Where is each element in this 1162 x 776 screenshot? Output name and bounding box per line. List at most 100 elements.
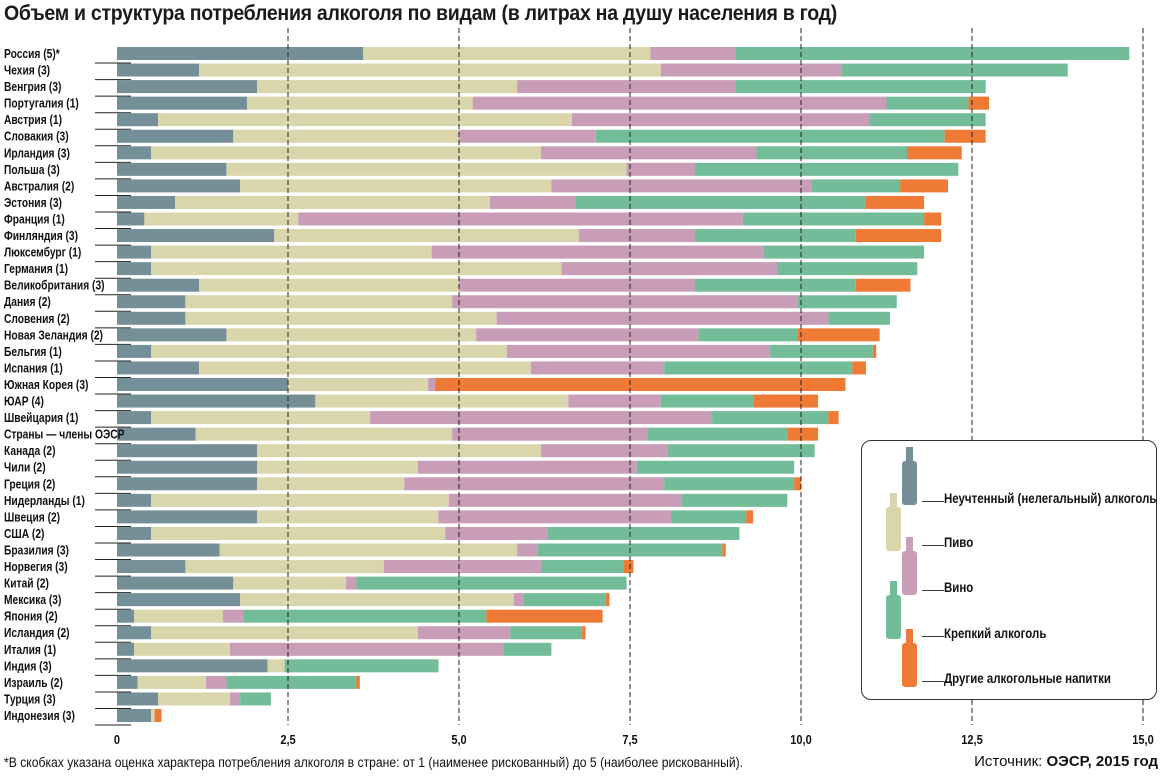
x-tick-label: 7,5 xyxy=(622,732,638,747)
bottle-icon-spirits xyxy=(886,581,901,639)
bar-segment xyxy=(185,560,384,574)
bar-segment xyxy=(199,361,531,375)
bar-segment xyxy=(151,344,507,358)
bar-segment xyxy=(199,63,661,77)
bar-segment xyxy=(117,129,234,143)
bar-segment xyxy=(496,311,829,325)
bar-segment xyxy=(219,543,518,557)
bar-segment xyxy=(900,179,949,193)
legend: Неучтенный (нелегальный) алкоголь Пиво В… xyxy=(861,440,1157,700)
bar-segment xyxy=(117,444,258,458)
bar-segment xyxy=(229,642,504,656)
category-label: Швейцария (1) xyxy=(4,412,79,425)
category-label: Россия (5)* xyxy=(4,48,60,61)
bar-segment xyxy=(117,344,152,358)
category-label: США (2) xyxy=(4,528,45,541)
bar-segment xyxy=(117,378,288,391)
bar-segment xyxy=(852,361,866,375)
category-label: Чили (2) xyxy=(4,462,46,475)
bar-segment xyxy=(151,526,446,540)
bar-segment xyxy=(794,477,801,491)
bar-segment xyxy=(736,80,986,94)
category-label: Австралия (2) xyxy=(4,181,74,194)
bar-segment xyxy=(257,80,518,94)
legend-connector xyxy=(922,636,944,638)
category-label: Ирландия (3) xyxy=(4,147,70,160)
bar-segment xyxy=(117,212,145,226)
bar-segment xyxy=(223,609,244,623)
category-label: Чехия (3) xyxy=(4,65,50,78)
bar-segment xyxy=(517,80,737,94)
bar-segment xyxy=(753,394,819,408)
bar-segment xyxy=(151,493,449,507)
bar-segment xyxy=(117,427,196,441)
category-label: Израиль (2) xyxy=(4,677,63,690)
bar-segment xyxy=(117,609,135,623)
category-label: Эстония (3) xyxy=(4,197,62,210)
bottle-icon-beer xyxy=(886,493,901,551)
bar-segment xyxy=(712,411,829,425)
bar-segment xyxy=(240,179,552,193)
bar-segment xyxy=(517,543,538,557)
bar-segment xyxy=(828,311,890,325)
bar-segment xyxy=(117,692,159,706)
bar-segment xyxy=(257,444,542,458)
bar-segment xyxy=(503,642,552,656)
bar-segment xyxy=(404,477,665,491)
bar-segment xyxy=(226,328,477,342)
source: Источник: ОЭСР, 2015 год xyxy=(974,753,1158,770)
category-label: Австрия (1) xyxy=(4,114,62,127)
category-label: Япония (2) xyxy=(4,611,58,624)
bar-segment xyxy=(787,427,819,441)
legend-connector xyxy=(922,681,944,683)
bottle-icon-illegal xyxy=(902,447,917,505)
category-label: Люксембург (1) xyxy=(4,247,81,260)
legend-connector xyxy=(922,590,944,592)
bar-segment xyxy=(797,295,897,309)
bar-segment xyxy=(117,411,152,425)
bar-segment xyxy=(647,427,788,441)
bar-segment xyxy=(541,444,668,458)
bar-segment xyxy=(288,378,429,391)
bar-segment xyxy=(257,460,418,474)
bar-segment xyxy=(623,560,634,574)
category-label: Испания (1) xyxy=(4,363,63,376)
bar-segment xyxy=(257,477,405,491)
category-label: Финляндия (3) xyxy=(4,230,78,243)
bar-segment xyxy=(681,493,788,507)
bar-segment xyxy=(117,146,152,160)
x-tick-label: 10,0 xyxy=(790,732,812,747)
bar-segment xyxy=(117,460,258,474)
bar-segment xyxy=(137,675,206,689)
bar-segment xyxy=(246,96,473,110)
bar-segment xyxy=(117,113,159,127)
bar-segment xyxy=(383,560,542,574)
bar-segment xyxy=(363,47,651,60)
bar-segment xyxy=(770,344,873,358)
category-label: Португалия (1) xyxy=(4,98,79,111)
bar-segment xyxy=(205,675,227,689)
category-label: Страны — члены ОЭСР xyxy=(4,429,125,442)
bar-segment xyxy=(448,493,682,507)
bar-segment xyxy=(636,460,795,474)
bar-segment xyxy=(660,63,843,77)
category-label: Италия (1) xyxy=(4,644,56,657)
bar-segment xyxy=(417,460,637,474)
bar-segment xyxy=(459,278,695,292)
bar-segment xyxy=(756,146,908,160)
bar-segment xyxy=(777,262,918,276)
bar-segment xyxy=(694,278,856,292)
bar-segment xyxy=(742,212,925,226)
bar-segment xyxy=(117,576,234,590)
legend-connector xyxy=(922,545,944,547)
bar-segment xyxy=(154,709,162,722)
bar-segment xyxy=(356,675,360,689)
footnote: *В скобках указана оценка характера потр… xyxy=(4,755,744,770)
bar-segment xyxy=(117,642,135,656)
bar-segment xyxy=(117,626,152,640)
bar-segment xyxy=(431,245,764,259)
legend-item-spirits: Крепкий алкоголь xyxy=(944,625,1047,641)
bar-segment xyxy=(117,709,152,722)
bar-segment xyxy=(151,262,562,276)
bar-segment xyxy=(151,146,542,160)
